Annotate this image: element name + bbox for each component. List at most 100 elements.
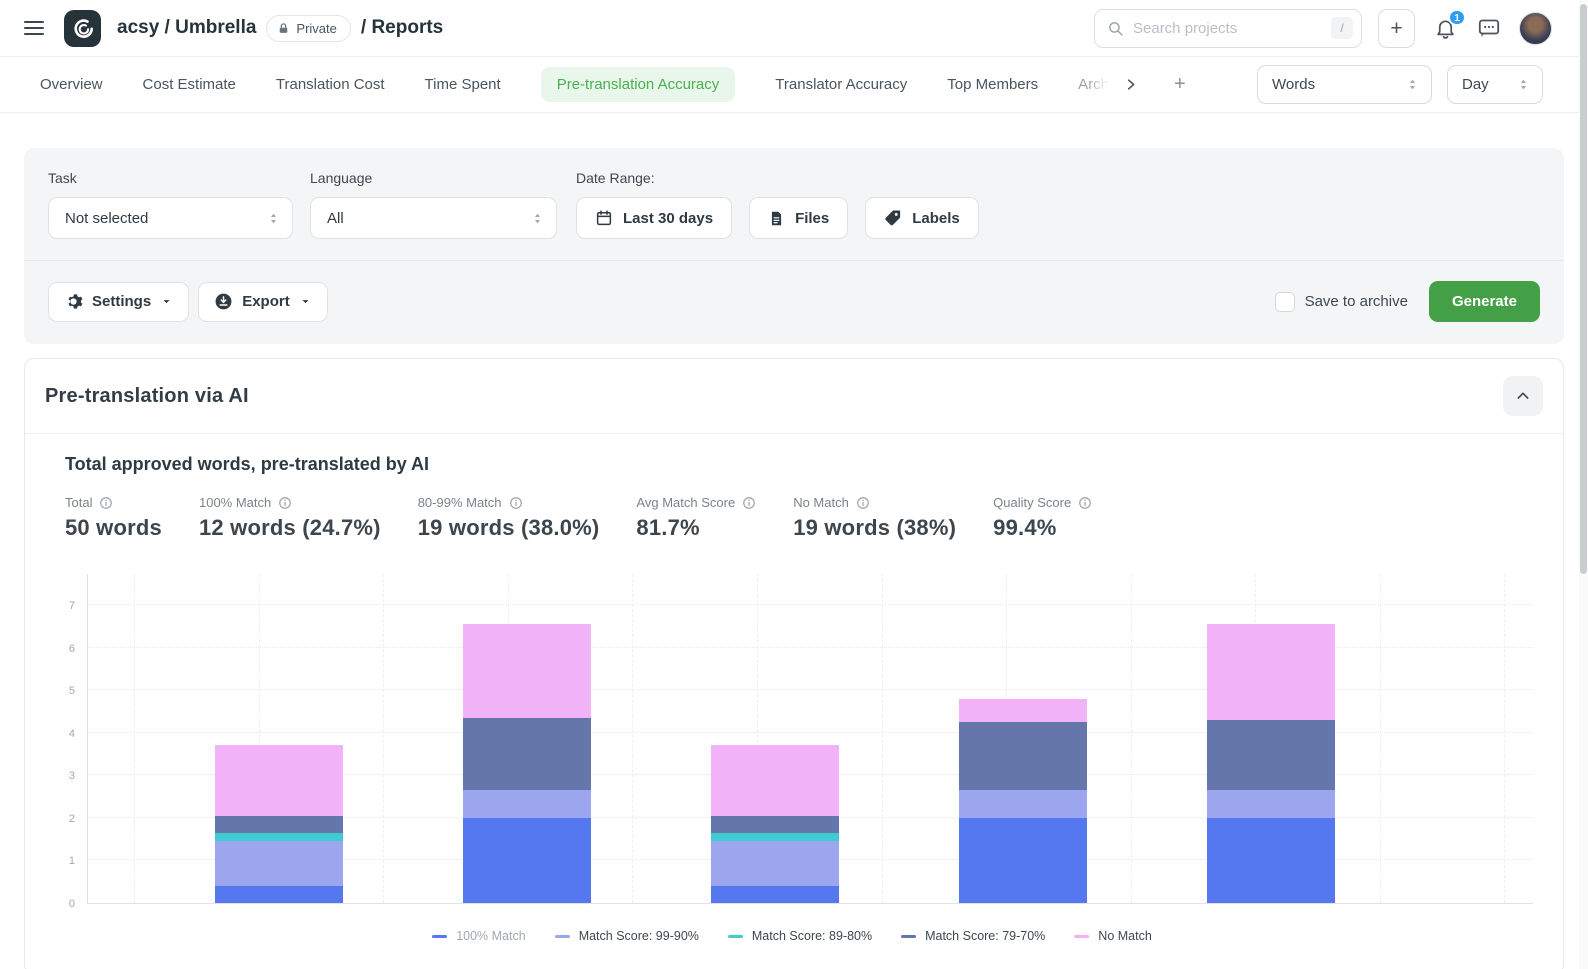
gridline-v (134, 574, 136, 903)
bar-segment-no-match (1206, 624, 1335, 720)
save-to-archive-label: Save to archive (1304, 293, 1408, 310)
notifications-button[interactable]: 1 (1431, 9, 1466, 42)
stat-no-match: No Match 19 words (38%) (793, 495, 956, 541)
legend-item-match-score-79-70[interactable]: Match Score: 79-70% (901, 929, 1045, 943)
scrollbar-thumb[interactable] (1580, 4, 1587, 574)
header-actions: / + 1 (1094, 8, 1552, 48)
collapse-card-button[interactable] (1503, 376, 1543, 416)
gridline-h (88, 731, 1533, 733)
info-icon[interactable] (99, 496, 113, 510)
tab-translation-cost[interactable]: Translation Cost (275, 76, 385, 93)
task-filter-group: Task Not selected (48, 170, 293, 239)
tag-icon (885, 210, 901, 226)
labels-filter-button[interactable]: Labels (865, 197, 979, 239)
date-range-button[interactable]: Last 30 days (576, 197, 733, 239)
download-circle-icon (215, 293, 232, 310)
y-tick-label: 5 (68, 685, 75, 698)
save-to-archive-checkbox-row[interactable]: Save to archive (1274, 291, 1408, 312)
report-tabs: Overview Cost Estimate Translation Cost Tim… (40, 67, 1038, 102)
stat-quality-score: Quality Score 99.4% (993, 495, 1092, 541)
generate-button[interactable]: Generate (1428, 281, 1540, 322)
legend-dash-icon (432, 934, 448, 938)
stacked-bar-4 (958, 698, 1087, 903)
legend-item-no-match[interactable]: No Match (1074, 929, 1152, 943)
tab-top-members[interactable]: Top Members (947, 76, 1039, 93)
task-filter-value: Not selected (65, 209, 149, 227)
info-icon[interactable] (1078, 496, 1092, 510)
stat-total: Total 50 words (65, 495, 162, 541)
y-tick-label: 3 (68, 770, 75, 783)
hamburger-menu-icon[interactable] (24, 21, 44, 35)
select-updown-icon (534, 213, 541, 223)
breadcrumb-project[interactable]: acsy / Umbrella (117, 17, 257, 38)
breadcrumb-section[interactable]: / Reports (360, 17, 444, 38)
info-icon[interactable] (278, 496, 292, 510)
bar-segment-no-match (214, 745, 343, 816)
stat-value: 19 words (38%) (793, 515, 957, 540)
task-filter-select[interactable]: Not selected (48, 197, 293, 239)
y-axis-labels: 0 1 2 3 4 5 6 7 (41, 574, 87, 910)
bar-segment-100-match (1206, 817, 1335, 903)
gear-icon (68, 294, 83, 309)
messages-button[interactable] (1475, 14, 1503, 42)
stat-value: 19 words (38.0%) (417, 515, 600, 540)
files-filter-button[interactable]: Files (749, 197, 849, 239)
granularity-select[interactable]: Day (1447, 65, 1543, 104)
settings-button[interactable]: Settings (48, 281, 190, 322)
pretranslation-report-card: Pre-translation via AI Total approved wo… (24, 358, 1564, 969)
legend-item-match-score-99-90[interactable]: Match Score: 99-90% (554, 929, 699, 943)
page-scrollbar[interactable] (1579, 0, 1588, 969)
legend-item-match-score-89-80[interactable]: Match Score: 89-80% (727, 929, 872, 943)
tab-pre-translation-accuracy[interactable]: Pre-translation Accuracy (540, 67, 736, 102)
stat-value: 50 words (65, 515, 162, 540)
stacked-bar-5 (1206, 624, 1335, 903)
unit-select[interactable]: Words (1257, 65, 1432, 104)
y-tick-label: 1 (68, 855, 75, 868)
select-updown-icon (1520, 79, 1527, 90)
gridline-h (88, 603, 1533, 605)
bar-segment-no-match (462, 624, 591, 718)
legend-item-100-match[interactable]: 100% Match (432, 929, 526, 943)
app-logo[interactable] (64, 9, 101, 47)
save-to-archive-checkbox[interactable] (1274, 291, 1295, 312)
tabs-scroll-right-button[interactable] (1123, 77, 1138, 92)
bar-segment-match-score-99-90 (214, 841, 343, 886)
gridline-v (1504, 574, 1506, 903)
add-report-tab-button[interactable]: + (1174, 73, 1186, 95)
info-icon[interactable] (509, 496, 523, 510)
legend-dash-icon (554, 934, 570, 938)
search-input[interactable] (1133, 19, 1331, 37)
language-filter-select[interactable]: All (310, 197, 557, 239)
tab-archived-truncated[interactable]: Arch (1078, 76, 1109, 93)
report-tabbar: Overview Cost Estimate Translation Cost Tim… (0, 57, 1588, 113)
stat-avg-match-score: Avg Match Score 81.7% (636, 495, 756, 541)
search-icon (1109, 21, 1123, 36)
gridline-v (757, 574, 759, 903)
stat-100-match: 100% Match 12 words (24.7%) (199, 495, 381, 541)
stat-value: 81.7% (636, 515, 700, 540)
chart-subtitle: Total approved words, pre-translated by … (65, 454, 430, 474)
search-shortcut-badge: / (1331, 17, 1353, 39)
date-range-filter-group: Date Range: Last 30 days (576, 170, 979, 239)
bell-icon (1436, 19, 1454, 39)
bar-segment-no-match (710, 745, 839, 816)
user-avatar[interactable] (1519, 11, 1552, 45)
settings-button-label: Settings (92, 293, 152, 310)
tab-cost-estimate[interactable]: Cost Estimate (142, 76, 236, 93)
bar-segment-match-score-79-70 (1206, 719, 1335, 791)
granularity-select-value: Day (1462, 76, 1489, 93)
info-icon[interactable] (856, 496, 870, 510)
lock-icon (280, 22, 288, 33)
tab-translator-accuracy[interactable]: Translator Accuracy (775, 76, 908, 93)
export-button-label: Export (242, 293, 290, 310)
chevron-up-icon (1517, 392, 1529, 399)
stat-value: 99.4% (993, 515, 1057, 540)
gridline-v (881, 574, 883, 903)
tab-overview[interactable]: Overview (40, 76, 103, 93)
export-button[interactable]: Export (198, 281, 328, 322)
add-project-button[interactable]: + (1378, 8, 1415, 48)
caret-down-icon (163, 300, 170, 304)
stacked-bar-chart: 0 1 2 3 4 5 6 7 (41, 574, 1543, 910)
info-icon[interactable] (742, 496, 756, 510)
tab-time-spent[interactable]: Time Spent (424, 76, 501, 93)
